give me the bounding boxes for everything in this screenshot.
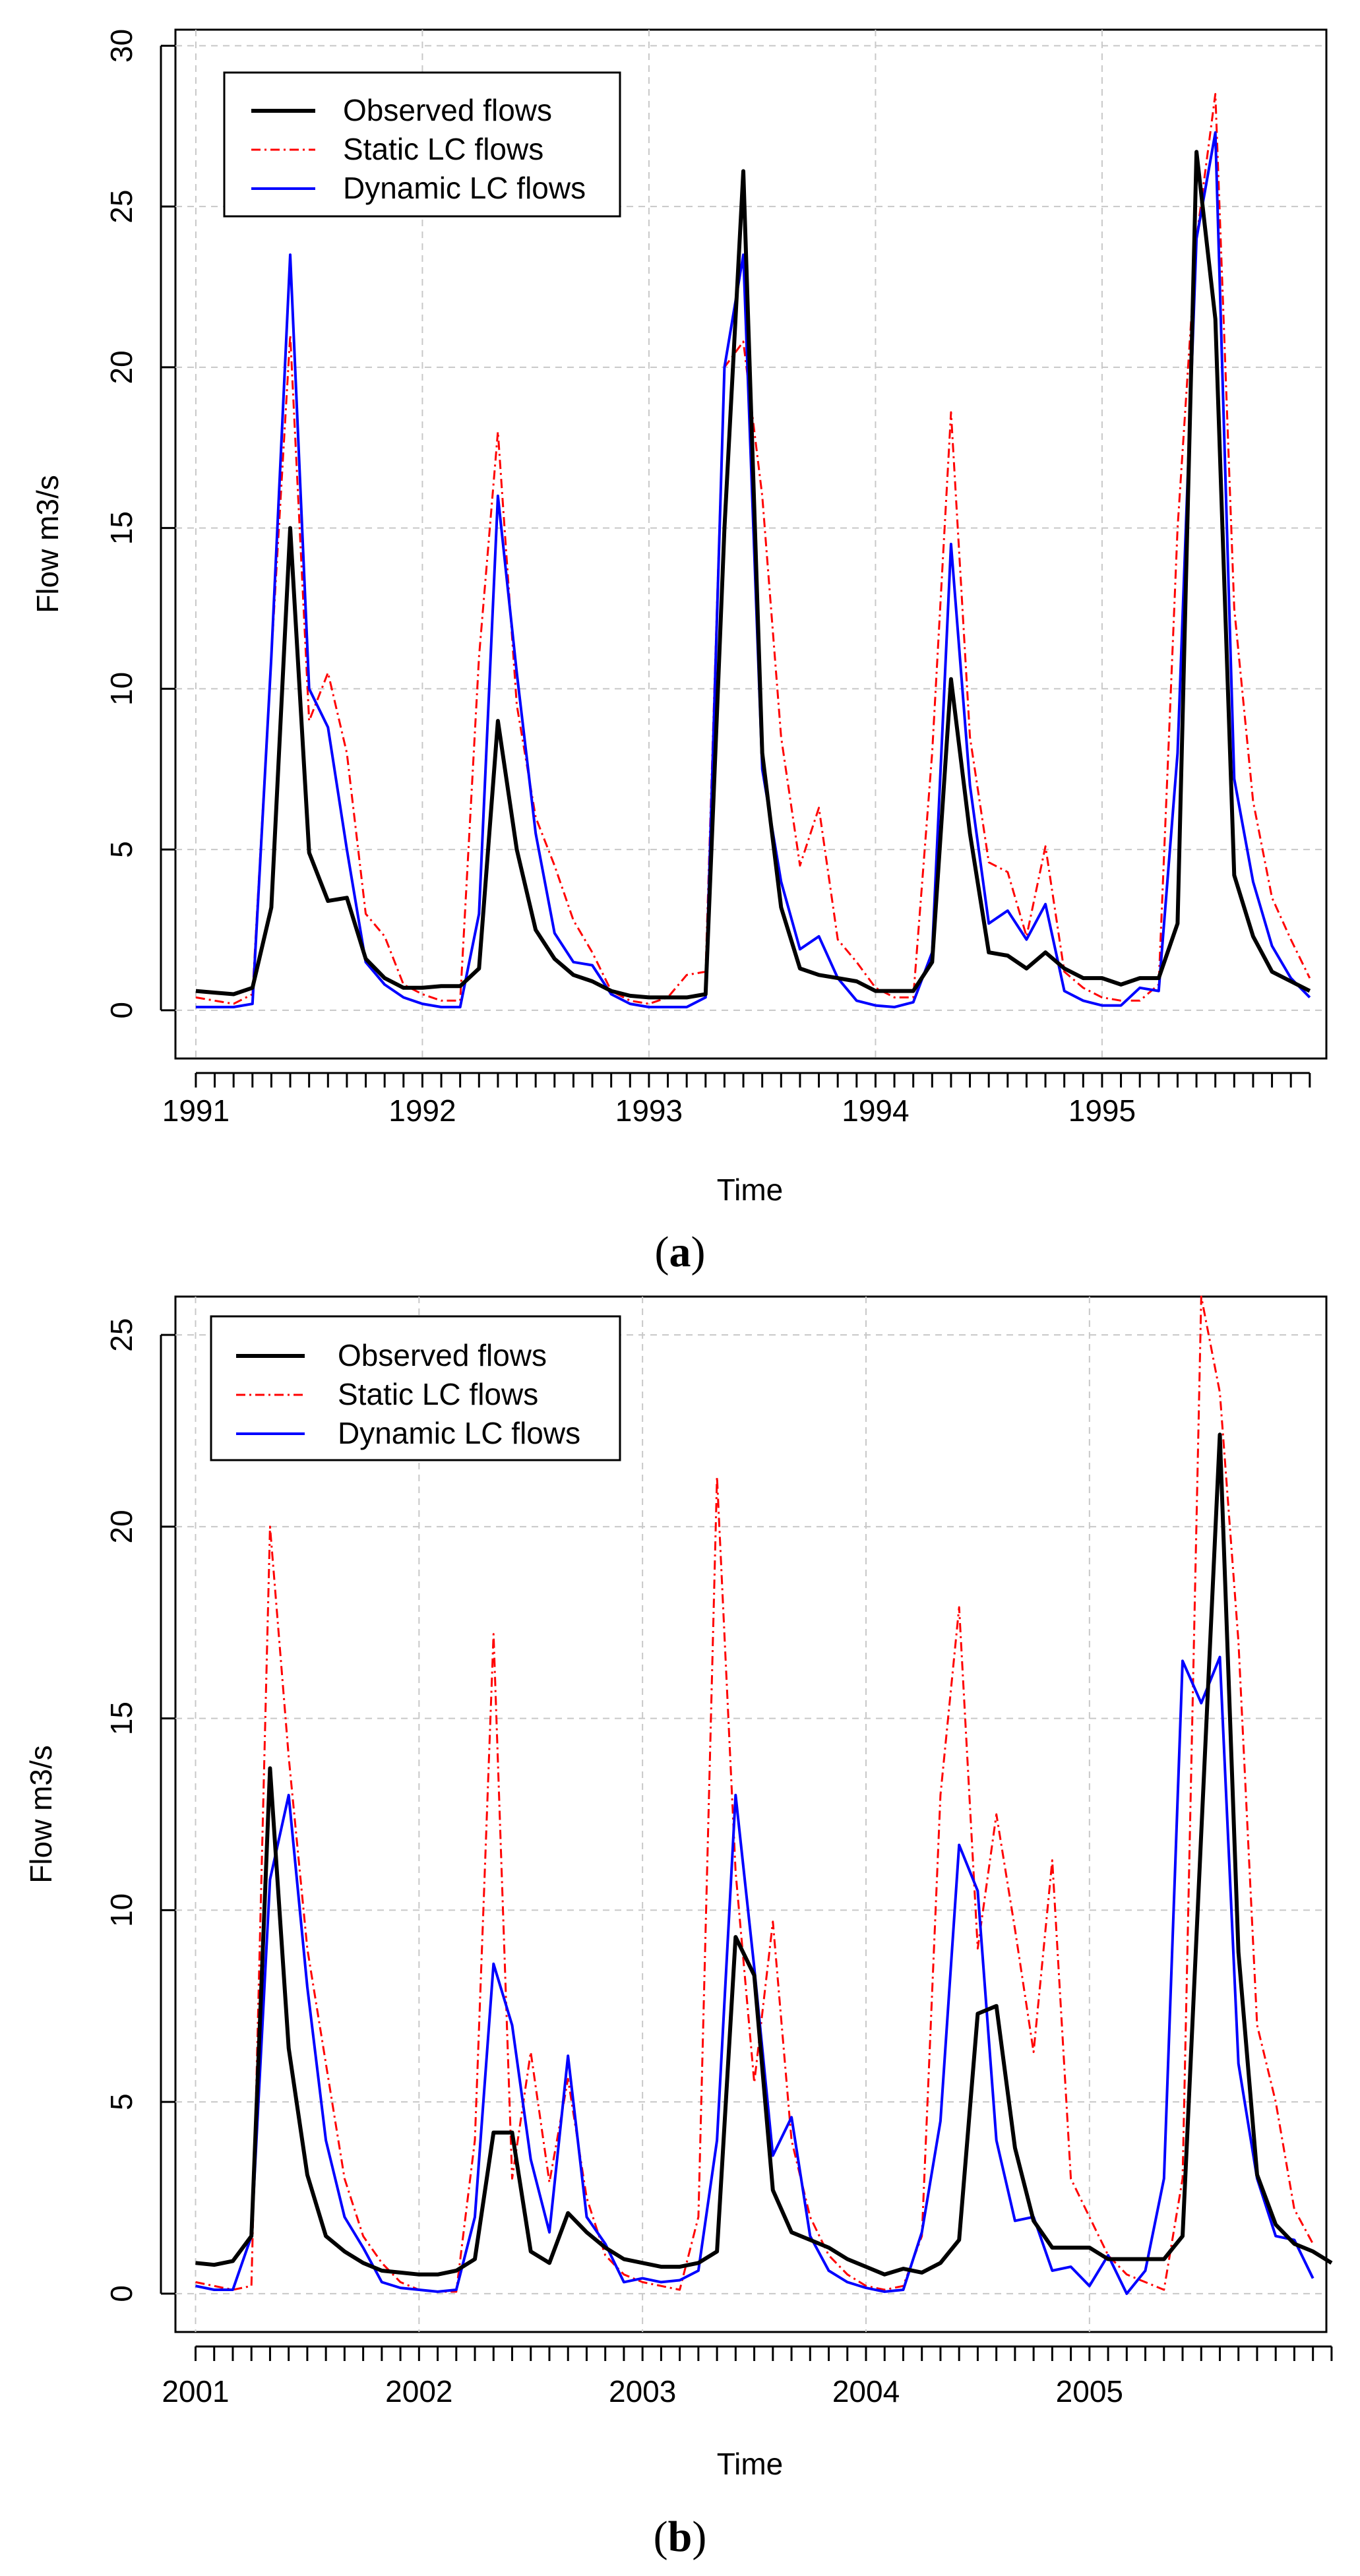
series-line-dynamic-lc-flows <box>195 1655 1314 2295</box>
caption-a: (a) <box>655 1228 706 1276</box>
series-a <box>195 93 1311 1008</box>
plot-box-a <box>174 28 1328 1060</box>
legend-b: Observed flows Static LC flows Dynamic L… <box>210 1315 621 1461</box>
x-tick-label: 2004 <box>832 2374 900 2408</box>
panel-a: 0 5 10 15 20 25 30 1991 1992 1993 1994 1995 Observe… <box>30 28 1328 1276</box>
x-tick-label: 2005 <box>1056 2374 1123 2408</box>
series-line-dynamic-lc-flows <box>195 131 1311 1008</box>
legend-label-observed: Observed flows <box>343 93 552 127</box>
legend-label-static: Static LC flows <box>343 132 543 166</box>
x-tick-label: 2002 <box>385 2374 452 2408</box>
y-tick-label: 10 <box>104 672 139 706</box>
y-tick-label: 5 <box>104 2093 139 2110</box>
caption-b: (b) <box>654 2513 707 2561</box>
axes-b: 0 5 10 15 20 25 2001 2002 2003 2004 2005 <box>104 1318 1333 2408</box>
panel-b: 0 5 10 15 20 25 2001 2002 2003 2004 2005 Observed … <box>24 1295 1333 2561</box>
y-tick-label: 15 <box>104 1702 139 1735</box>
x-tick-label: 1995 <box>1068 1093 1136 1128</box>
y-tick-label: 25 <box>104 190 139 224</box>
x-tick-label: 1991 <box>162 1093 230 1128</box>
y-tick-label: 0 <box>104 1002 139 1019</box>
y-tick-label: 20 <box>104 350 139 384</box>
axes-a: 0 5 10 15 20 25 30 1991 1992 1993 1994 1995 <box>104 29 1311 1128</box>
y-tick-label: 5 <box>104 841 139 858</box>
grid-b <box>175 1297 1326 2332</box>
x-tick-label: 2003 <box>609 2374 676 2408</box>
legend-label-observed: Observed flows <box>338 1338 547 1372</box>
y-axis-title-a: Flow m3/s <box>30 475 65 613</box>
series-line-static-lc-flows <box>195 93 1311 1005</box>
series-line-observed-flows <box>195 150 1311 1000</box>
legend-label-dynamic: Dynamic LC flows <box>343 171 586 205</box>
y-tick-label: 30 <box>104 29 139 63</box>
legend-a: Observed flows Static LC flows Dynamic L… <box>223 71 621 218</box>
y-tick-label: 25 <box>104 1318 139 1352</box>
x-axis-title-a: Time <box>717 1173 784 1207</box>
y-tick-label: 10 <box>104 1893 139 1927</box>
x-tick-label: 2001 <box>162 2374 229 2408</box>
legend-box <box>223 71 621 218</box>
y-tick-label: 20 <box>104 1510 139 1543</box>
legend-label-dynamic: Dynamic LC flows <box>338 1416 580 1450</box>
x-tick-label: 1992 <box>388 1093 456 1128</box>
x-tick-label: 1993 <box>615 1093 683 1128</box>
series-line-observed-flows <box>195 1432 1333 2277</box>
x-axis-title-b: Time <box>717 2447 784 2481</box>
plot-box-b <box>174 1295 1328 2333</box>
y-tick-label: 0 <box>104 2285 139 2302</box>
series-line-static-lc-flows <box>195 1295 1314 2293</box>
x-tick-label: 1994 <box>842 1093 909 1128</box>
legend-label-static: Static LC flows <box>338 1377 538 1411</box>
y-axis-title-b: Flow m3/s <box>24 1745 58 1884</box>
series-b <box>195 1295 1333 2295</box>
y-tick-label: 15 <box>104 511 139 545</box>
legend-box <box>210 1315 621 1461</box>
